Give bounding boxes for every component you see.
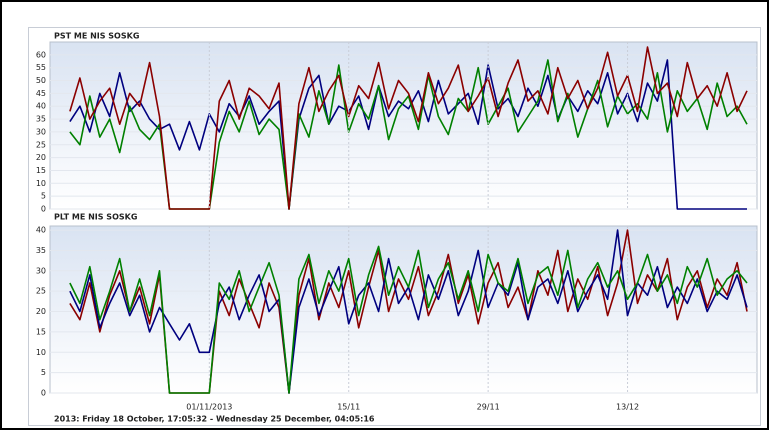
y-tick-label: 10 bbox=[36, 179, 46, 188]
y-tick-label: 35 bbox=[36, 246, 46, 255]
chart-title: PST ME NIS SOSKG bbox=[54, 32, 139, 41]
y-tick-label: 10 bbox=[36, 348, 46, 357]
x-tick-label: 29/11 bbox=[477, 403, 500, 412]
y-tick-label: 25 bbox=[36, 140, 46, 149]
y-tick-label: 40 bbox=[36, 226, 46, 235]
x-tick-label: 13/12 bbox=[616, 403, 639, 412]
y-tick-label: 55 bbox=[36, 63, 46, 72]
y-tick-label: 0 bbox=[41, 389, 46, 398]
y-tick-label: 45 bbox=[36, 89, 46, 98]
x-tick-label: 01/11/2013 bbox=[186, 403, 232, 412]
y-tick-label: 35 bbox=[36, 115, 46, 124]
y-tick-label: 15 bbox=[36, 327, 46, 336]
series-line bbox=[69, 59, 747, 210]
y-tick-label: 20 bbox=[36, 153, 46, 162]
y-tick-label: 60 bbox=[36, 50, 46, 59]
chart-title: PLT ME NIS SOSKG bbox=[54, 213, 137, 222]
footer: 2013: Friday 18 October, 17:05:32 - Wedn… bbox=[54, 415, 375, 424]
series-line bbox=[69, 46, 748, 210]
y-tick-label: 5 bbox=[41, 192, 46, 201]
x-tick-label: 15/11 bbox=[337, 403, 360, 412]
y-tick-label: 30 bbox=[36, 127, 46, 136]
y-tick-label: 30 bbox=[36, 266, 46, 275]
y-tick-label: 40 bbox=[36, 102, 46, 111]
y-tick-label: 15 bbox=[36, 166, 46, 175]
plot-area bbox=[49, 225, 758, 394]
y-tick-label: 50 bbox=[36, 76, 46, 85]
series-line bbox=[69, 245, 748, 394]
y-tick-label: 0 bbox=[41, 205, 46, 214]
y-tick-label: 25 bbox=[36, 287, 46, 296]
y-tick-label: 5 bbox=[41, 368, 46, 377]
y-tick-label: 20 bbox=[36, 307, 46, 316]
